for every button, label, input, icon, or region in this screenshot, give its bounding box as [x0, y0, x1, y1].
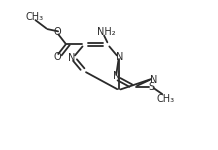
Text: N: N	[112, 71, 120, 81]
Text: O: O	[54, 27, 61, 37]
Text: CH₃: CH₃	[26, 12, 44, 22]
Text: N: N	[150, 75, 157, 85]
Text: NH₂: NH₂	[97, 27, 115, 37]
Text: S: S	[148, 82, 154, 92]
Text: N: N	[116, 52, 124, 62]
Text: N: N	[68, 53, 76, 63]
Text: CH₃: CH₃	[157, 93, 175, 104]
Text: O: O	[54, 52, 61, 62]
